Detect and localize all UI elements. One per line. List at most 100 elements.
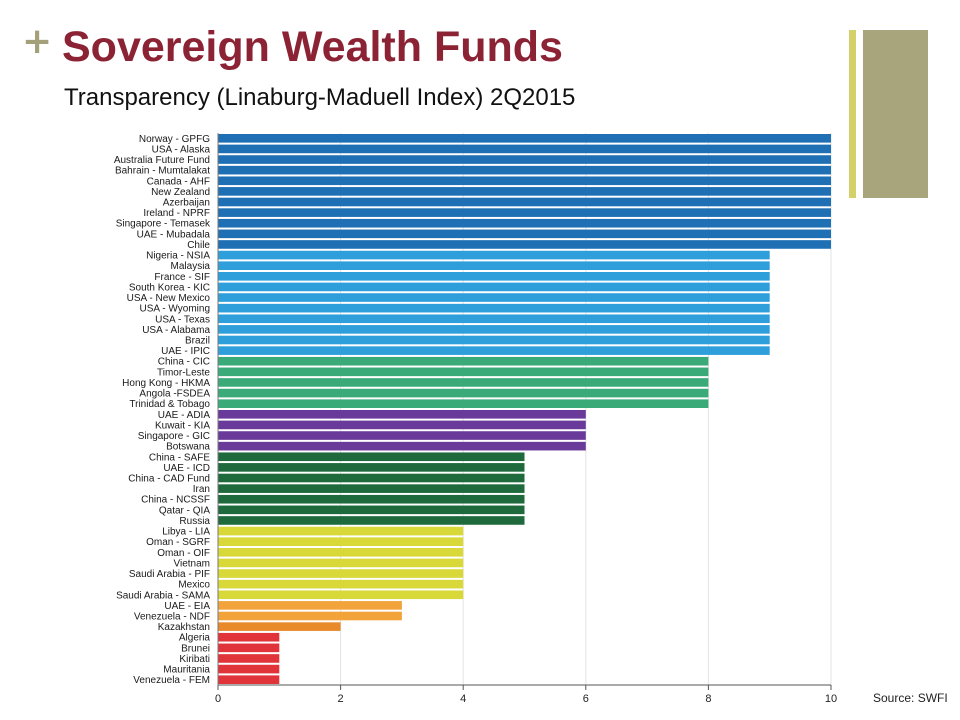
category-label: Hong Kong - HKMA	[122, 378, 210, 389]
bar	[218, 601, 402, 610]
bar	[218, 144, 831, 154]
bar	[218, 654, 280, 663]
category-label: Kazakhstan	[158, 622, 210, 633]
bar	[218, 325, 770, 334]
bar	[218, 494, 525, 504]
x-tick-label: 6	[583, 693, 589, 705]
category-label: UAE - Mubadala	[137, 229, 211, 240]
category-label: China - CAD Fund	[128, 474, 210, 485]
bar	[218, 590, 464, 600]
category-label: Vietnam	[173, 558, 210, 569]
category-label: Kiribati	[179, 654, 210, 665]
bar	[218, 367, 709, 377]
bar	[218, 218, 831, 228]
source-note: Source: SWFI	[873, 691, 948, 705]
bar	[218, 579, 464, 589]
bar	[218, 420, 586, 430]
bar	[218, 314, 770, 324]
decorative-accent-line	[849, 30, 856, 198]
bar	[218, 272, 770, 281]
bar	[218, 155, 831, 164]
category-label: Canada - AHF	[147, 176, 210, 187]
category-label: France - SIF	[154, 272, 210, 283]
bar	[218, 441, 586, 451]
category-label: UAE - EIA	[164, 601, 210, 612]
bar	[218, 526, 464, 536]
bar	[218, 356, 709, 366]
bar	[218, 622, 341, 631]
bar	[218, 632, 280, 642]
category-label: Libya - LIA	[162, 527, 210, 538]
bar	[218, 282, 770, 292]
bar	[218, 335, 770, 345]
category-label: Kuwait - KIA	[155, 420, 210, 431]
category-label: Chile	[187, 240, 210, 251]
category-label: USA - New Mexico	[127, 293, 211, 304]
bar	[218, 548, 464, 557]
x-tick-label: 0	[215, 693, 221, 705]
bar	[218, 484, 525, 493]
bar	[218, 611, 402, 621]
category-label: Venezuela - FEM	[133, 675, 210, 686]
category-label: USA - Texas	[155, 314, 210, 325]
bar	[218, 261, 770, 270]
category-label: Ireland - NPRF	[143, 208, 210, 219]
category-label: USA - Alabama	[142, 325, 210, 336]
category-label: New Zealand	[151, 187, 210, 198]
category-label: Iran	[193, 484, 210, 495]
category-label: South Korea - KIC	[129, 282, 210, 293]
bar	[218, 378, 709, 387]
category-label: Singapore - Temasek	[116, 219, 211, 230]
category-label: Botswana	[166, 442, 210, 453]
category-label: Venezuela - NDF	[134, 612, 210, 623]
category-label: Russia	[179, 516, 210, 527]
bar	[218, 134, 831, 143]
category-label: Australia Future Fund	[114, 155, 210, 166]
bar	[218, 165, 831, 175]
category-label: Malaysia	[171, 261, 211, 272]
bar	[218, 452, 525, 462]
bar	[218, 558, 464, 568]
category-label: Qatar - QIA	[159, 505, 210, 516]
decorative-accent-block	[863, 30, 928, 198]
bar	[218, 675, 280, 684]
category-label: USA - Wyoming	[140, 304, 210, 315]
category-label: Algeria	[179, 633, 211, 644]
category-label: UAE - ICD	[163, 463, 210, 474]
x-tick-label: 4	[460, 693, 466, 705]
category-label: Nigeria - NSIA	[146, 251, 210, 262]
bar	[218, 197, 831, 207]
category-label: Timor-Leste	[157, 367, 210, 378]
bar	[218, 293, 770, 302]
bar	[218, 303, 770, 313]
category-label: Mauritania	[163, 665, 210, 676]
bar	[218, 643, 280, 653]
category-label: Brazil	[185, 336, 210, 347]
bar	[218, 516, 525, 525]
bar	[218, 569, 464, 578]
bar	[218, 240, 831, 249]
bar	[218, 399, 709, 408]
category-label: Angola -FSDEA	[139, 389, 210, 400]
bar	[218, 431, 586, 440]
category-label: Oman - OIF	[157, 548, 210, 559]
bar	[218, 176, 831, 186]
bar	[218, 473, 525, 483]
category-label: China - CIC	[158, 357, 210, 368]
bar	[218, 388, 709, 398]
x-tick-label: 10	[825, 693, 837, 705]
category-label: Singapore - GIC	[138, 431, 210, 442]
slide-title: Sovereign Wealth Funds	[62, 23, 563, 71]
slide-subtitle: Transparency (Linaburg-Maduell Index) 2Q…	[64, 84, 576, 111]
bar	[218, 463, 525, 472]
bar	[218, 346, 770, 355]
bar	[218, 505, 525, 515]
bar	[218, 229, 831, 239]
x-tick-label: 2	[338, 693, 344, 705]
bar	[218, 208, 831, 217]
category-label: Saudi Arabia - SAMA	[116, 590, 210, 601]
category-label: China - SAFE	[149, 452, 210, 463]
bar	[218, 664, 280, 674]
bar	[218, 250, 770, 260]
